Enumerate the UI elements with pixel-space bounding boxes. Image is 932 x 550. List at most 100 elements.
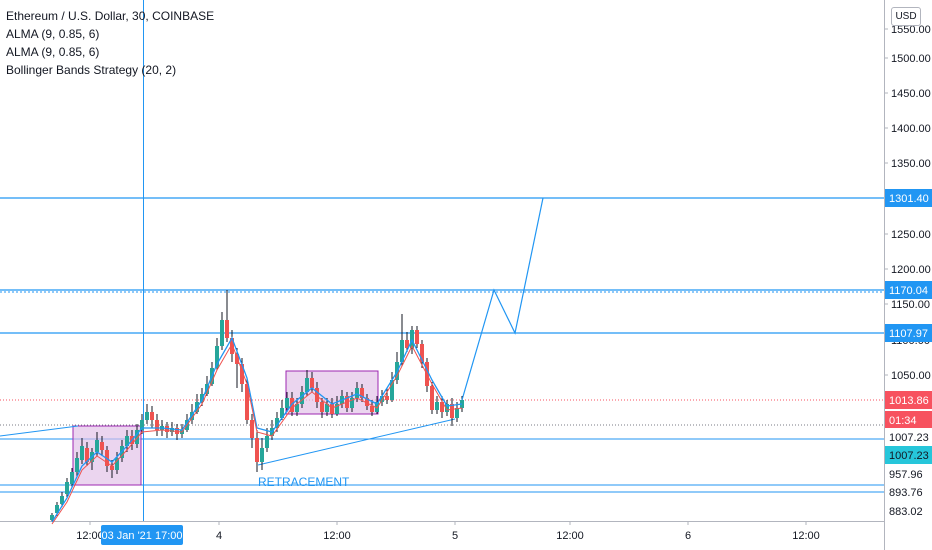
candle-up[interactable] (455, 408, 459, 418)
candle-down[interactable] (100, 442, 104, 450)
candle-down[interactable] (330, 404, 334, 414)
candle-up[interactable] (390, 380, 394, 400)
candle-down[interactable] (450, 404, 454, 418)
price-axis-label[interactable]: 883.02 (889, 506, 923, 518)
price-tick-label: 1450.00 (891, 88, 931, 100)
price-label-bg (885, 281, 932, 299)
candle-down[interactable] (225, 320, 229, 338)
candle-down[interactable] (385, 396, 389, 400)
candle-down[interactable] (320, 402, 324, 412)
candle-up[interactable] (300, 392, 304, 404)
candle-up[interactable] (325, 404, 329, 412)
time-tick-label: 12:00 (323, 530, 351, 542)
price-label-bg (885, 391, 932, 409)
candle-up[interactable] (380, 396, 384, 402)
price-axis-label[interactable]: 1107.97 (889, 328, 928, 340)
price-label-bg (885, 465, 932, 483)
candle-up[interactable] (145, 412, 149, 420)
price-axis-label[interactable]: 1170.04 (889, 285, 928, 297)
candle-up[interactable] (220, 320, 224, 346)
time-tick-label: 12:00 (792, 530, 820, 542)
candle-up[interactable] (350, 398, 354, 408)
price-tick-label: 1250.00 (891, 229, 931, 241)
time-tick-label: 12:00 (556, 530, 584, 542)
candle-down[interactable] (250, 420, 254, 438)
legend-indicator-alma-2[interactable]: ALMA (9, 0.85, 6) (6, 45, 100, 59)
candle-down[interactable] (405, 340, 409, 348)
candle-up[interactable] (280, 408, 284, 418)
candle-down[interactable] (245, 384, 249, 420)
price-axis-label[interactable]: 1007.23 (889, 432, 929, 444)
candle-down[interactable] (110, 466, 114, 470)
projection-path-line[interactable] (461, 197, 544, 401)
candle-down[interactable] (415, 330, 419, 344)
candle-up[interactable] (285, 398, 289, 408)
price-label-bg (885, 502, 932, 520)
candle-up[interactable] (275, 418, 279, 428)
price-axis-label[interactable]: 1301.40 (889, 193, 929, 205)
trend-line[interactable] (257, 418, 456, 466)
candle-up[interactable] (50, 515, 54, 520)
price-tick-label: 1550.00 (891, 24, 931, 36)
candle-up[interactable] (60, 496, 64, 504)
price-tick-label: 1050.00 (891, 370, 931, 382)
price-axis-label[interactable]: 1013.86 (889, 395, 929, 407)
trend-line[interactable] (0, 425, 79, 437)
candle-up[interactable] (335, 404, 339, 414)
price-axis-label[interactable]: 01:34 (889, 415, 917, 427)
crosshair-time-label: 03 Jan '21 17:00 (101, 530, 182, 542)
candle-up[interactable] (375, 402, 379, 412)
candle-up[interactable] (435, 402, 439, 410)
candle-down[interactable] (430, 386, 434, 410)
legend-indicator-bollinger[interactable]: Bollinger Bands Strategy (20, 2) (6, 63, 177, 77)
price-axis-label[interactable]: 1007.23 (889, 450, 929, 462)
candle-up[interactable] (135, 430, 139, 444)
candle-up[interactable] (400, 340, 404, 362)
price-tick-label: 1500.00 (891, 53, 931, 65)
candle-down[interactable] (240, 364, 244, 384)
candle-up[interactable] (95, 440, 99, 452)
candle-down[interactable] (255, 438, 259, 462)
candle-up[interactable] (170, 428, 174, 432)
candle-up[interactable] (305, 378, 309, 392)
candle-down[interactable] (440, 402, 444, 412)
price-tick-label: 1350.00 (891, 158, 931, 170)
candle-down[interactable] (235, 354, 239, 364)
candle-down[interactable] (85, 448, 89, 462)
candle-down[interactable] (230, 338, 234, 354)
candle-up[interactable] (445, 404, 449, 412)
candle-down[interactable] (370, 406, 374, 412)
candle-up[interactable] (70, 472, 74, 484)
candle-down[interactable] (360, 388, 364, 398)
alma-line (51, 342, 463, 525)
candle-down[interactable] (150, 412, 154, 420)
candle-up[interactable] (140, 420, 144, 430)
candle-up[interactable] (125, 436, 129, 446)
candle-down[interactable] (365, 398, 369, 406)
candle-up[interactable] (200, 394, 204, 402)
time-tick-label: 5 (452, 530, 458, 542)
legend-indicator-alma-1[interactable]: ALMA (9, 0.85, 6) (6, 27, 100, 41)
time-tick-label: 12:00 (76, 530, 104, 542)
chart-legend: Ethereum / U.S. Dollar, 30, COINBASE ALM… (6, 7, 214, 79)
candle-up[interactable] (75, 458, 79, 472)
candle-down[interactable] (420, 344, 424, 362)
candle-up[interactable] (295, 404, 299, 412)
candle-up[interactable] (55, 505, 59, 513)
retracement-annotation[interactable]: RETRACEMENT (258, 475, 350, 489)
legend-symbol[interactable]: Ethereum / U.S. Dollar, 30, COINBASE (6, 9, 215, 23)
candle-up[interactable] (65, 482, 69, 494)
candle-up[interactable] (355, 388, 359, 398)
candle-up[interactable] (80, 446, 84, 460)
price-axis-label[interactable]: 957.96 (889, 469, 923, 481)
price-axis-label[interactable]: 893.76 (889, 487, 923, 499)
candle-up[interactable] (265, 436, 269, 448)
candle-up[interactable] (260, 448, 264, 462)
candle-down[interactable] (315, 388, 319, 402)
candle-down[interactable] (155, 420, 159, 430)
candle-up[interactable] (115, 458, 119, 470)
candle-up[interactable] (215, 346, 219, 368)
currency-button[interactable]: USD (891, 7, 921, 26)
candle-down[interactable] (310, 378, 314, 388)
